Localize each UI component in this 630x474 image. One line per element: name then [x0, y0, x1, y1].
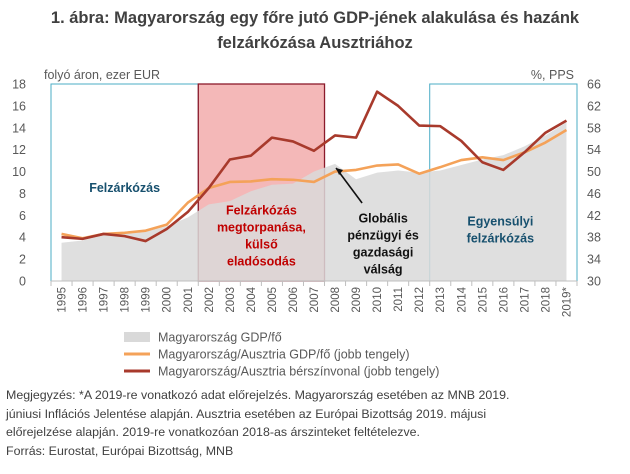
period-label-2: Felzárkózás	[226, 204, 297, 218]
note-line-1: Megjegyzés: *A 2019-re vonatkozó adat el…	[6, 388, 510, 402]
legend-label: Magyarország/Ausztria bérszínvonal (jobb…	[158, 365, 439, 379]
legend-label: Magyarország/Ausztria GDP/fő (jobb tenge…	[158, 348, 410, 362]
chart-title: 1. ábra: Magyarország egy főre jutó GDP-…	[0, 6, 630, 56]
note-line-3: előrejelzése alapján. 2019-re vonatkozóa…	[6, 425, 420, 439]
series-line-2	[61, 90, 568, 243]
chart-title-line-1: 1. ábra: Magyarország egy főre jutó GDP-…	[50, 9, 580, 27]
y-left-tick-label: 14	[12, 121, 26, 135]
period-label-4: Egyensúlyi	[467, 215, 533, 229]
y-left-tick-label: 10	[12, 165, 26, 179]
y-left-tick-label: 2	[19, 253, 26, 267]
x-tick-label: 2008	[330, 287, 342, 313]
x-tick-label: 2009	[351, 287, 363, 313]
period-label-3: válság	[364, 263, 403, 277]
x-tick-label: 1996	[78, 287, 90, 313]
period-label-3: Globális	[358, 212, 407, 226]
x-tick-label: 2019*	[561, 286, 573, 317]
y-left-axis-label: folyó áron, ezer EUR	[44, 68, 160, 82]
x-tick-label: 2014	[456, 286, 468, 312]
chart-notes: Megjegyzés: *A 2019-re vonatkozó adat el…	[6, 386, 624, 460]
y-right-tick-label: 66	[587, 78, 601, 92]
x-tick-label: 2010	[372, 287, 384, 313]
x-tick-label: 2003	[225, 287, 237, 313]
y-right-tick-label: 62	[587, 99, 601, 113]
y-right-tick-label: 38	[587, 231, 601, 245]
x-tick-label: 1999	[141, 287, 153, 313]
y-right-tick-label: 30	[587, 275, 601, 289]
crisis-arrow	[335, 167, 363, 204]
x-tick-label: 2005	[267, 287, 279, 313]
x-tick-label: 2018	[540, 287, 552, 313]
x-tick-label: 1995	[57, 287, 69, 313]
legend-swatch-area	[124, 332, 150, 342]
chart: 1995 1996 1997 1998 1999 2000 2001 2002 2003 2004…	[12, 68, 601, 379]
x-tick-label: 2011	[393, 287, 405, 312]
chart-title-line-2: felzárkózása Ausztriához	[217, 34, 413, 52]
note-line-2: júniusi Inflációs Jelentése alapján. Aus…	[6, 406, 487, 421]
period-label-1: Felzárkózás	[89, 181, 160, 195]
y-right-axis-label: %, PPS	[531, 68, 574, 82]
source-line: Forrás: Eurostat, Európai Bizottság, MNB	[6, 443, 234, 458]
y-right-tick-label: 50	[587, 165, 601, 179]
x-tick-label: 2007	[309, 287, 321, 313]
series-area-gdp	[61, 122, 567, 281]
x-tick-label: 1998	[120, 287, 132, 313]
period-label-4: felzárkózás	[467, 232, 534, 246]
crisis-arrowhead	[336, 168, 344, 175]
period-label-3: pénzügyi és	[347, 229, 419, 243]
x-tick-label: 2000	[162, 287, 174, 313]
y-right-tick-label: 46	[587, 187, 601, 201]
period-label-2: megtorpanása,	[217, 221, 306, 235]
y-left-tick-label: 12	[12, 143, 26, 157]
x-tick-label: 2002	[204, 287, 216, 313]
x-tick-label: 2012	[414, 287, 426, 313]
period-label-2: eladósodás	[227, 255, 296, 269]
legend-label: Magyarország GDP/fő	[158, 331, 282, 345]
x-tick-label: 2001	[183, 287, 195, 313]
y-right-tick-label: 58	[587, 121, 601, 135]
y-left-tick-label: 16	[12, 99, 26, 113]
period-label-2: külső	[245, 238, 278, 252]
period-label-3: gazdasági	[353, 246, 413, 260]
y-right-tick-label: 34	[587, 253, 601, 267]
x-tick-label: 2004	[246, 286, 258, 312]
x-tick-label: 2015	[477, 287, 489, 313]
y-right-tick-label: 54	[587, 143, 601, 157]
y-left-tick-label: 4	[19, 231, 26, 245]
x-tick-label: 2013	[435, 287, 447, 313]
y-left-tick-label: 0	[19, 275, 26, 289]
series-line-1	[61, 128, 568, 240]
y-left-tick-label: 18	[12, 78, 26, 92]
x-tick-label: 2017	[519, 287, 531, 313]
y-right-tick-label: 42	[587, 209, 601, 223]
x-tick-label: 2006	[288, 287, 300, 313]
x-tick-label: 1997	[99, 287, 111, 313]
x-tick-label: 2016	[498, 287, 510, 313]
y-left-tick-label: 6	[19, 209, 26, 223]
y-left-tick-label: 8	[19, 187, 26, 201]
